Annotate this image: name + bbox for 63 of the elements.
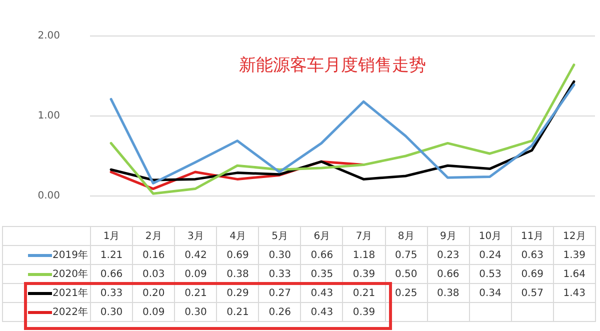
y-tick-label: 2.00	[38, 30, 60, 42]
data-label: 0.66	[90, 264, 133, 284]
data-label: 0.09	[174, 264, 217, 284]
data-label: 0.27	[258, 284, 301, 302]
data-label: 0.29	[216, 284, 259, 302]
data-label: 1.43	[553, 284, 596, 302]
legend-label: 2021年	[2, 284, 90, 302]
data-label: 1.21	[90, 246, 133, 264]
data-label: 0.53	[469, 264, 512, 284]
x-tick-label: 8月	[385, 226, 428, 246]
x-tick-label: 9月	[427, 226, 470, 246]
data-label: 0.21	[342, 284, 386, 302]
data-label: 0.39	[342, 302, 386, 322]
y-tick-label: 0.00	[38, 190, 60, 202]
data-label: 0.25	[385, 284, 428, 302]
x-tick-label: 1月	[90, 226, 133, 246]
x-tick-label: 6月	[300, 226, 343, 246]
data-label: 0.66	[300, 246, 343, 264]
legend-label: 2019年	[2, 246, 90, 264]
data-label: 0.24	[469, 246, 512, 264]
data-label: 0.75	[385, 246, 428, 264]
data-label: 0.34	[469, 284, 512, 302]
data-label: 0.30	[258, 246, 301, 264]
data-label: 0.69	[511, 264, 554, 284]
data-label: 0.63	[511, 246, 554, 264]
data-label: 0.38	[427, 284, 470, 302]
x-tick-label: 11月	[511, 226, 554, 246]
data-label: 0.43	[300, 284, 343, 302]
data-label: 0.69	[216, 246, 259, 264]
data-label: 0.33	[258, 264, 301, 284]
data-label: 0.21	[216, 302, 259, 322]
data-label: 0.16	[132, 246, 175, 264]
data-label: 0.30	[90, 302, 133, 322]
x-tick-label: 2月	[132, 226, 175, 246]
data-label: 1.64	[553, 264, 596, 284]
legend-label: 2020年	[2, 264, 90, 284]
data-label: 0.57	[511, 284, 554, 302]
text: 新能源客车月度销售走势	[239, 55, 426, 76]
data-label: 0.23	[427, 246, 470, 264]
data-label: 0.33	[90, 284, 133, 302]
data-label: 0.38	[216, 264, 259, 284]
data-label: 1.18	[342, 246, 386, 264]
data-label: 0.09	[132, 302, 175, 322]
x-tick-label: 12月	[553, 226, 596, 246]
data-label: 0.66	[427, 264, 470, 284]
data-label: 0.42	[174, 246, 217, 264]
x-tick-label: 7月	[342, 226, 386, 246]
data-label: 0.20	[132, 284, 175, 302]
data-label: 0.39	[342, 264, 386, 284]
x-tick-label: 10月	[469, 226, 512, 246]
data-label: 0.26	[258, 302, 301, 322]
data-label: 0.03	[132, 264, 175, 284]
data-label: 0.30	[174, 302, 217, 322]
data-label: 1.39	[553, 246, 596, 264]
x-tick-label: 4月	[216, 226, 259, 246]
data-label: 0.50	[385, 264, 428, 284]
y-tick-label: 1.00	[38, 110, 60, 122]
x-tick-label: 5月	[258, 226, 301, 246]
legend-label: 2022年	[2, 302, 90, 322]
x-tick-label: 3月	[174, 226, 217, 246]
data-label: 0.43	[300, 302, 343, 322]
data-label: 0.35	[300, 264, 343, 284]
data-label: 0.21	[174, 284, 217, 302]
